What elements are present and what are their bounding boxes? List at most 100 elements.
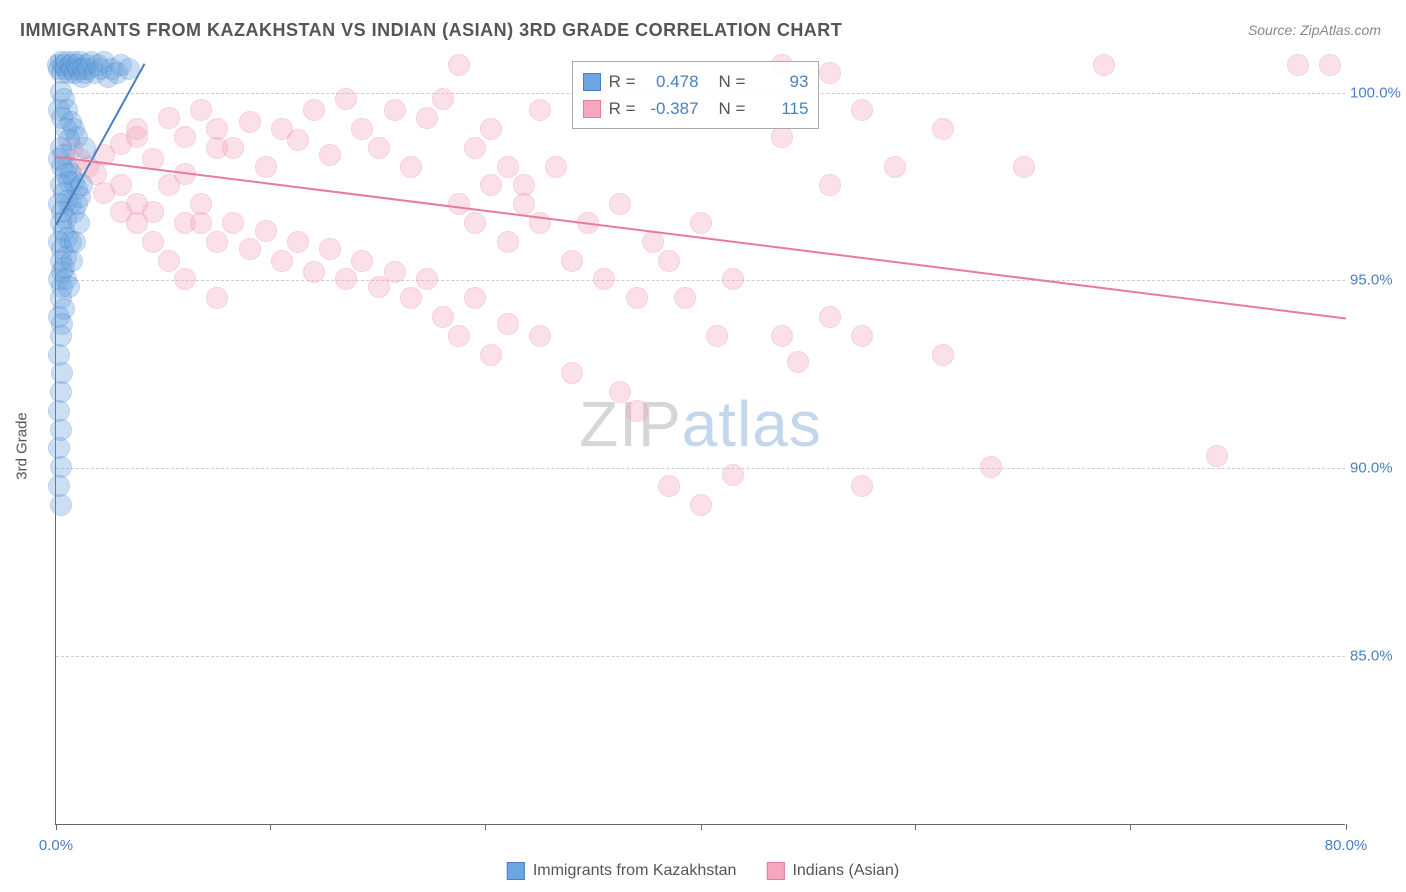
data-point <box>771 325 793 347</box>
x-tick <box>485 824 486 830</box>
stats-swatch <box>583 73 601 91</box>
data-point <box>480 174 502 196</box>
data-point <box>58 276 80 298</box>
data-point <box>1287 54 1309 76</box>
chart-title: IMMIGRANTS FROM KAZAKHSTAN VS INDIAN (AS… <box>20 20 842 41</box>
stats-n-value: 93 <box>753 68 808 95</box>
data-point <box>319 238 341 260</box>
stats-swatch <box>583 100 601 118</box>
legend-swatch-kazakhstan <box>507 862 525 880</box>
data-point <box>980 456 1002 478</box>
stats-box: R =0.478N =93R =-0.387N =115 <box>572 61 820 129</box>
data-point <box>851 475 873 497</box>
data-point <box>722 464 744 486</box>
data-point <box>174 268 196 290</box>
y-tick-label: 85.0% <box>1350 647 1405 664</box>
data-point <box>448 54 470 76</box>
data-point <box>674 287 696 309</box>
gridline-h <box>56 656 1345 657</box>
data-point <box>126 212 148 234</box>
data-point <box>271 250 293 272</box>
data-point <box>561 362 583 384</box>
data-point <box>206 231 228 253</box>
data-point <box>819 174 841 196</box>
data-point <box>255 220 277 242</box>
data-point <box>142 231 164 253</box>
data-point <box>368 137 390 159</box>
data-point <box>222 212 244 234</box>
y-tick-label: 90.0% <box>1350 460 1405 477</box>
data-point <box>303 261 325 283</box>
legend-item-indians: Indians (Asian) <box>766 862 899 880</box>
data-point <box>239 238 261 260</box>
data-point <box>609 193 631 215</box>
legend-swatch-indians <box>766 862 784 880</box>
data-point <box>287 231 309 253</box>
data-point <box>932 118 954 140</box>
data-point <box>626 400 648 422</box>
data-point <box>416 107 438 129</box>
data-point <box>64 231 86 253</box>
data-point <box>416 268 438 290</box>
stats-r-value: 0.478 <box>644 68 699 95</box>
legend-item-kazakhstan: Immigrants from Kazakhstan <box>507 862 737 880</box>
data-point <box>351 250 373 272</box>
data-point <box>1093 54 1115 76</box>
gridline-h <box>56 280 1345 281</box>
data-point <box>480 344 502 366</box>
data-point <box>126 126 148 148</box>
data-point <box>255 156 277 178</box>
data-point <box>513 193 535 215</box>
data-point <box>335 268 357 290</box>
y-tick-label: 95.0% <box>1350 272 1405 289</box>
data-point <box>1319 54 1341 76</box>
data-point <box>529 325 551 347</box>
data-point <box>819 62 841 84</box>
x-tick <box>270 824 271 830</box>
x-tick-label: 0.0% <box>39 837 73 854</box>
data-point <box>190 99 212 121</box>
x-tick <box>1130 824 1131 830</box>
data-point <box>432 306 454 328</box>
data-point <box>497 231 519 253</box>
legend-label-indians: Indians (Asian) <box>792 862 899 880</box>
data-point <box>819 306 841 328</box>
data-point <box>1206 445 1228 467</box>
data-point <box>545 156 567 178</box>
data-point <box>158 107 180 129</box>
data-point <box>93 182 115 204</box>
stats-n-label: N = <box>719 95 746 122</box>
data-point <box>448 193 470 215</box>
data-point <box>432 88 454 110</box>
data-point <box>609 381 631 403</box>
data-point <box>464 212 486 234</box>
data-point <box>529 99 551 121</box>
x-tick <box>701 824 702 830</box>
data-point <box>61 250 83 272</box>
stats-n-value: 115 <box>753 95 808 122</box>
x-tick <box>1346 824 1347 830</box>
data-point <box>690 494 712 516</box>
data-point <box>851 99 873 121</box>
data-point <box>884 156 906 178</box>
chart-container: IMMIGRANTS FROM KAZAKHSTAN VS INDIAN (AS… <box>0 0 1406 892</box>
data-point <box>593 268 615 290</box>
data-point <box>68 212 90 234</box>
data-point <box>1013 156 1035 178</box>
x-tick-label: 80.0% <box>1325 837 1368 854</box>
data-point <box>480 118 502 140</box>
data-point <box>206 287 228 309</box>
data-point <box>722 268 744 290</box>
data-point <box>626 287 648 309</box>
data-point <box>787 351 809 373</box>
data-point <box>561 250 583 272</box>
data-point <box>351 118 373 140</box>
data-point <box>690 212 712 234</box>
stats-r-value: -0.387 <box>644 95 699 122</box>
data-point <box>932 344 954 366</box>
data-point <box>384 99 406 121</box>
data-point <box>303 99 325 121</box>
stats-row: R =0.478N =93 <box>583 68 809 95</box>
data-point <box>400 156 422 178</box>
data-point <box>497 156 519 178</box>
